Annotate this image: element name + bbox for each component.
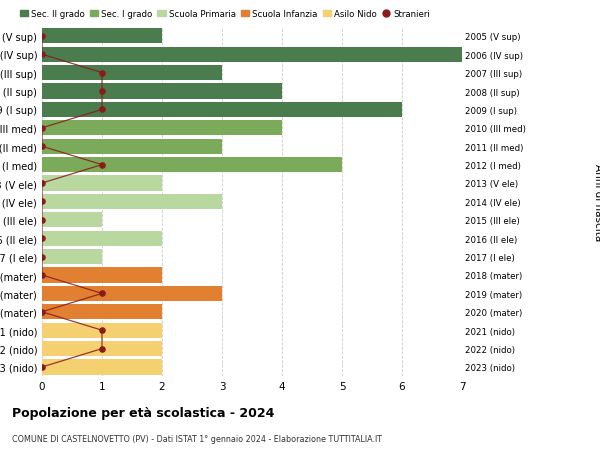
Point	[97, 327, 107, 334]
Bar	[42, 121, 282, 136]
Point	[97, 162, 107, 169]
Bar	[42, 231, 162, 246]
Point	[97, 88, 107, 95]
Bar	[42, 195, 222, 209]
Point	[97, 345, 107, 353]
Bar	[42, 323, 162, 338]
Point	[37, 253, 47, 261]
Bar	[42, 84, 282, 99]
Point	[97, 106, 107, 114]
Point	[37, 180, 47, 187]
Point	[37, 125, 47, 132]
Bar	[42, 48, 462, 62]
Point	[37, 33, 47, 40]
Y-axis label: Anni di nascita: Anni di nascita	[593, 163, 600, 241]
Bar	[42, 158, 342, 173]
Point	[37, 217, 47, 224]
Point	[37, 364, 47, 371]
Bar	[42, 305, 162, 319]
Bar	[42, 250, 102, 264]
Text: Popolazione per età scolastica - 2024: Popolazione per età scolastica - 2024	[12, 406, 274, 419]
Point	[37, 51, 47, 59]
Point	[37, 198, 47, 206]
Bar	[42, 360, 162, 375]
Bar	[42, 341, 162, 356]
Point	[37, 272, 47, 279]
Point	[37, 143, 47, 151]
Bar	[42, 286, 222, 301]
Bar	[42, 268, 162, 283]
Bar	[42, 29, 162, 44]
Point	[97, 290, 107, 297]
Bar	[42, 66, 222, 81]
Bar	[42, 213, 102, 228]
Bar	[42, 176, 162, 191]
Point	[97, 70, 107, 77]
Point	[37, 235, 47, 242]
Bar	[42, 140, 222, 154]
Legend: Sec. II grado, Sec. I grado, Scuola Primaria, Scuola Infanzia, Asilo Nido, Stran: Sec. II grado, Sec. I grado, Scuola Prim…	[16, 6, 433, 22]
Bar	[42, 103, 402, 118]
Text: COMUNE DI CASTELNOVETTO (PV) - Dati ISTAT 1° gennaio 2024 - Elaborazione TUTTITA: COMUNE DI CASTELNOVETTO (PV) - Dati ISTA…	[12, 434, 382, 443]
Point	[37, 308, 47, 316]
